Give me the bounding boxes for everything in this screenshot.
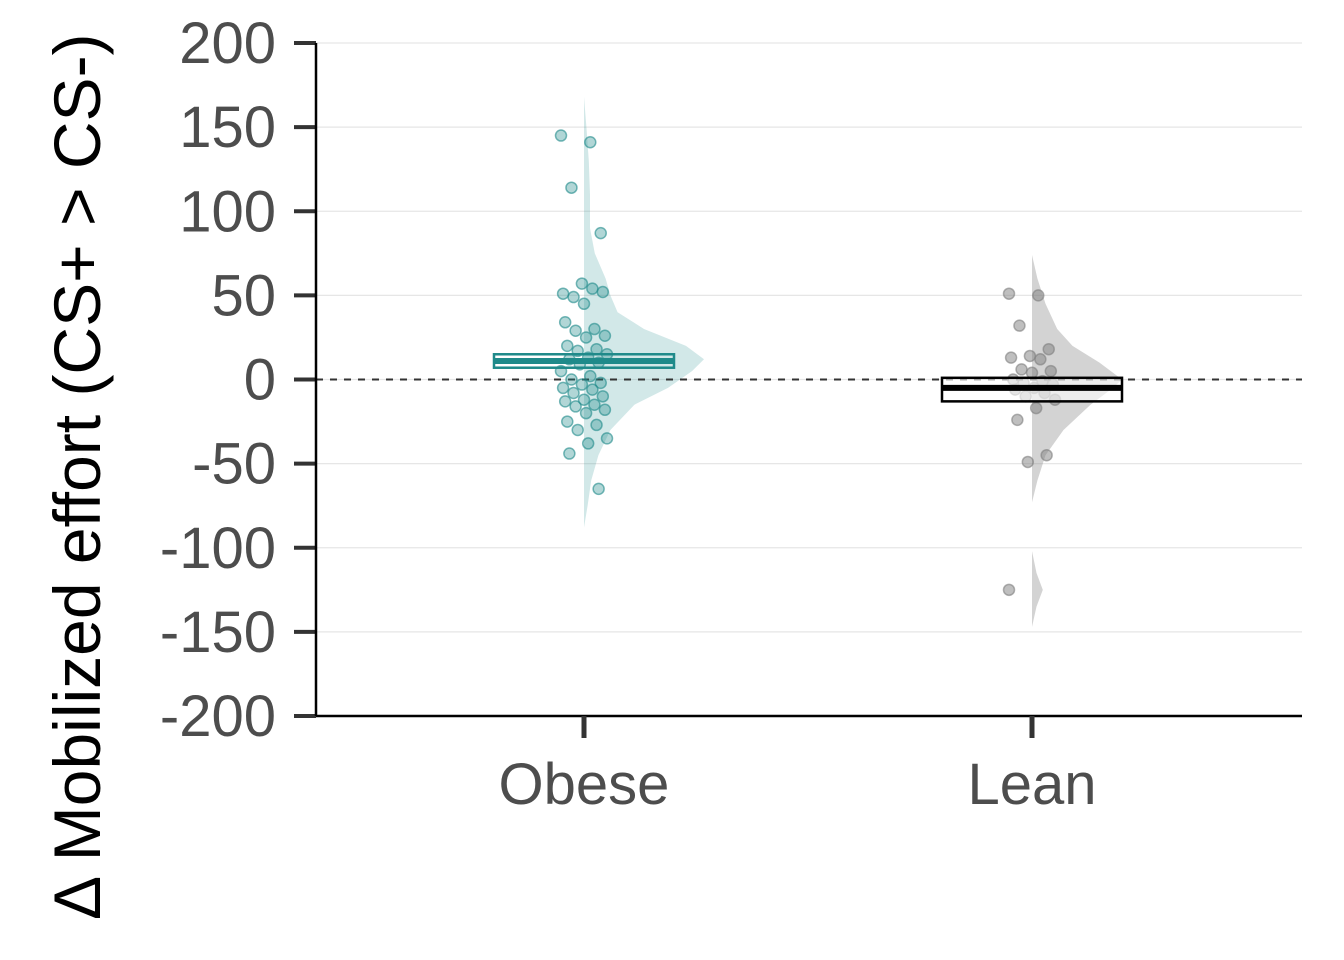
y-axis-label: Δ Mobilized effort (CS+ > CS-) — [40, 33, 114, 920]
point-obese — [569, 400, 582, 413]
y-tick-label: 150 — [179, 95, 276, 160]
point-obese — [556, 287, 570, 300]
y-tick-label: 50 — [211, 263, 276, 328]
point-obese — [584, 369, 597, 383]
y-tick-label: 200 — [179, 11, 276, 76]
axes — [294, 41, 1302, 738]
point-obese — [592, 482, 605, 496]
y-tick-label: 0 — [244, 348, 276, 413]
y-tick-label: -100 — [160, 516, 276, 581]
point-obese — [567, 386, 580, 400]
point-obese — [598, 329, 612, 343]
point-obese — [600, 432, 614, 445]
point-obese — [554, 129, 568, 142]
point-obese — [558, 316, 572, 329]
boxes — [492, 353, 1124, 403]
point-obese — [596, 390, 610, 403]
point-obese — [556, 381, 570, 395]
y-tick-label: -200 — [160, 684, 276, 749]
point-obese — [588, 322, 601, 336]
point-obese — [577, 297, 591, 311]
point-lean — [1023, 349, 1037, 363]
x-tick-label-obese: Obese — [499, 752, 670, 817]
y-tick-label: 100 — [179, 179, 276, 244]
point-obese — [579, 406, 593, 420]
x-tick-label-lean: Lean — [967, 752, 1096, 817]
point-obese — [561, 339, 574, 353]
point-lean — [1029, 401, 1043, 415]
point-lean — [1002, 583, 1016, 597]
point-obese — [575, 277, 589, 290]
point-lean — [1034, 353, 1047, 366]
point-lean — [1021, 455, 1035, 469]
point-obese — [579, 331, 593, 344]
point-lean — [1015, 363, 1028, 376]
point-obese — [598, 403, 612, 417]
point-lean — [1032, 289, 1045, 302]
point-obese — [569, 324, 582, 337]
point-lean — [1002, 287, 1016, 300]
point-obese — [565, 373, 578, 386]
point-lean — [1040, 448, 1053, 462]
point-obese — [561, 415, 574, 428]
density-cloud-obese — [584, 96, 704, 528]
y-tick-label: -50 — [192, 432, 276, 497]
point-lean — [1011, 413, 1024, 427]
point-obese — [594, 226, 607, 240]
point-obese — [588, 398, 601, 411]
point-obese — [581, 437, 595, 450]
point-lean — [1042, 342, 1055, 356]
density-cloud-lean-lower — [1032, 551, 1043, 627]
point-obese — [577, 393, 591, 406]
point-obese — [596, 285, 610, 299]
point-obese — [571, 423, 584, 437]
point-lean — [1044, 364, 1058, 378]
point-obese — [565, 181, 578, 194]
tick-labels: 200 150 100 50 0 -50 -100 -150 -200 Obese Lean — [160, 11, 1097, 817]
point-obese — [584, 136, 597, 149]
point-lean — [1013, 319, 1026, 332]
point-obese — [575, 378, 589, 391]
point-obese — [590, 418, 603, 432]
y-tick-label: -150 — [160, 600, 276, 665]
point-obese — [586, 282, 599, 295]
point-obese — [594, 376, 607, 390]
point-obese — [567, 290, 580, 304]
point-obese — [563, 447, 576, 460]
point-lean — [1004, 351, 1018, 364]
point-obese — [558, 395, 572, 408]
point-obese — [586, 383, 599, 396]
